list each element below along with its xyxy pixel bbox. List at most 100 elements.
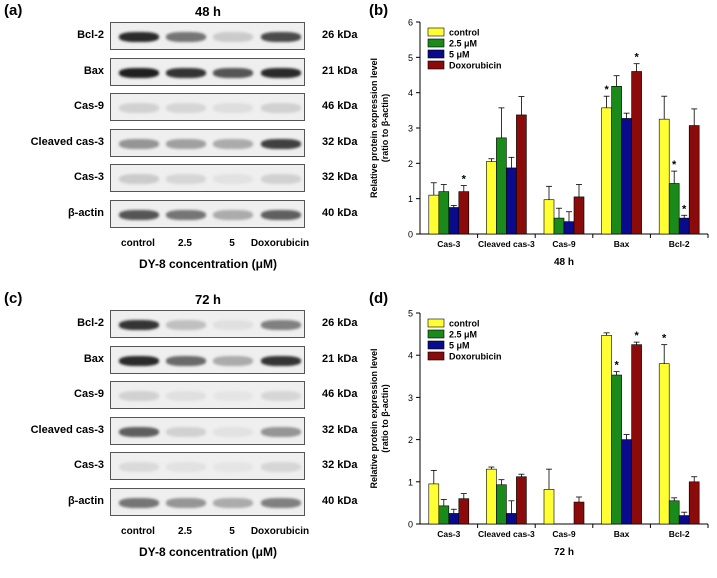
panel-label-a: (a): [4, 2, 23, 19]
bar: [448, 207, 460, 235]
blot-band: [119, 138, 159, 149]
blot-band: [166, 391, 206, 401]
kda-label: 46 kDa: [322, 100, 358, 112]
bar: [573, 501, 585, 525]
y-tick-label: 2: [408, 159, 413, 169]
y-tick-label: 6: [408, 18, 413, 28]
blot-band: [166, 174, 206, 184]
blot-band: [213, 462, 253, 472]
bar: [658, 363, 670, 525]
blot-band: [166, 462, 206, 472]
bar: [631, 71, 642, 235]
blot-band: [213, 391, 253, 401]
legend-label: control: [449, 28, 480, 38]
kda-label: 32 kDa: [322, 171, 358, 183]
x-tick-label: Bax: [614, 529, 630, 539]
blot-strip: [110, 381, 305, 409]
bar: [601, 335, 612, 525]
bar: [486, 161, 497, 235]
bar: [631, 344, 642, 525]
bar: [678, 515, 690, 525]
blot-band: [119, 209, 159, 220]
bar: [573, 196, 585, 235]
significance-star: *: [604, 84, 609, 96]
bar: [428, 483, 440, 525]
blot-band: [213, 67, 253, 78]
blot-band: [261, 462, 301, 472]
blot-band: [261, 32, 301, 42]
kda-label: 26 kDa: [322, 317, 358, 329]
y-tick-label: 4: [408, 88, 413, 98]
band-label: Cas-9: [74, 388, 104, 400]
y-tick-label: 0: [408, 230, 413, 240]
lane-label: control: [121, 526, 155, 537]
blot-strip: [110, 164, 305, 192]
blot-band: [119, 497, 159, 508]
blot-band: [119, 320, 159, 330]
bar: [668, 500, 680, 525]
kda-label: 32 kDa: [322, 135, 358, 148]
bar: [611, 86, 622, 235]
lane-label: 5: [229, 238, 235, 249]
band-label: Cleaved cas-3: [30, 423, 104, 436]
blot-band: [119, 32, 159, 42]
band-label: β-actin: [67, 206, 104, 219]
blot-band: [261, 355, 301, 366]
bar: [458, 498, 470, 525]
band-label: Cas-3: [74, 171, 104, 183]
y-tick-label: 3: [408, 393, 413, 403]
significance-star: *: [462, 174, 467, 186]
legend-swatch: [427, 351, 445, 361]
blot-strip: [110, 128, 305, 157]
blot-xaxis-title: DY-8 concentration (μM): [138, 545, 278, 559]
significance-star: *: [634, 52, 639, 64]
band-label: Bax: [83, 352, 104, 365]
bar: [688, 481, 700, 525]
x-tick-label: Cleaved cas-3: [478, 529, 535, 539]
blot-xaxis-title: DY-8 concentration (μM): [138, 257, 278, 271]
band-label: Cas-9: [74, 100, 104, 112]
blot-strip: [110, 57, 305, 86]
blot-band: [166, 497, 206, 508]
blot-band: [166, 67, 206, 78]
blot-strip: [110, 452, 305, 480]
x-tick-label: Bcl-2: [669, 529, 690, 539]
bar: [621, 118, 632, 235]
legend-swatch: [427, 49, 445, 59]
bar: [563, 221, 575, 235]
bar: [543, 199, 555, 235]
blot-band: [119, 67, 159, 78]
blot-band: [119, 103, 159, 113]
significance-star: *: [614, 360, 619, 372]
y-tick-label: 5: [408, 53, 413, 63]
bar: [506, 513, 517, 525]
x-tick-label: Cas-3: [437, 529, 460, 539]
legend-swatch: [427, 340, 445, 350]
bar: [438, 191, 450, 235]
y-tick-label: 2: [408, 435, 413, 445]
kda-label: 40 kDa: [322, 206, 358, 219]
blot-band: [261, 138, 301, 149]
x-tick-label: Bcl-2: [669, 239, 690, 249]
bar: [458, 191, 470, 235]
lane-label: 5: [229, 526, 235, 537]
kda-label: 32 kDa: [322, 423, 358, 436]
blot-band: [213, 497, 253, 508]
panel-label-d: (d): [369, 290, 389, 307]
blot-band: [261, 103, 301, 113]
blot-band: [213, 209, 253, 220]
bar: [543, 489, 555, 525]
legend-label: 2.5 μM: [449, 330, 477, 340]
kda-label: 21 kDa: [322, 352, 358, 365]
lane-label: control: [121, 238, 155, 249]
blot-band: [213, 32, 253, 42]
y-axis-label-units: (ratio to β-actin): [380, 94, 390, 163]
band-label: Bcl-2: [77, 29, 104, 41]
blot-band: [213, 174, 253, 184]
y-axis-label: Relative protein expression level: [369, 58, 379, 198]
blot-strip: [110, 416, 305, 445]
blot-band: [213, 355, 253, 366]
blot-band: [261, 320, 301, 330]
blot-band: [213, 138, 253, 149]
bar: [448, 513, 460, 525]
